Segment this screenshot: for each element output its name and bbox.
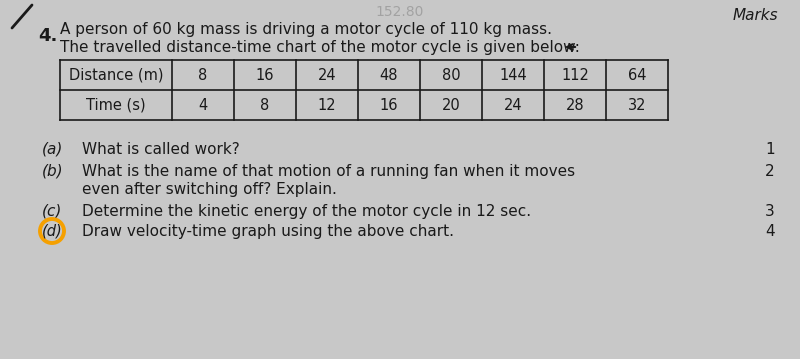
Text: 8: 8: [260, 98, 270, 112]
Text: (a): (a): [42, 142, 63, 157]
Text: 80: 80: [442, 67, 460, 83]
Text: 28: 28: [566, 98, 584, 112]
Text: 8: 8: [198, 67, 208, 83]
Text: 4: 4: [198, 98, 208, 112]
Text: 64: 64: [628, 67, 646, 83]
Text: 1: 1: [766, 142, 775, 157]
Text: (b): (b): [42, 164, 64, 179]
Text: (d): (d): [42, 224, 62, 238]
Text: Draw velocity-time graph using the above chart.: Draw velocity-time graph using the above…: [82, 224, 454, 239]
Text: 24: 24: [504, 98, 522, 112]
Text: 48: 48: [380, 67, 398, 83]
Text: Distance (m): Distance (m): [69, 67, 163, 83]
Text: The travelled distance-time chart of the motor cycle is given below:: The travelled distance-time chart of the…: [60, 40, 580, 55]
Text: 12: 12: [318, 98, 336, 112]
Text: A person of 60 kg mass is driving a motor cycle of 110 kg mass.: A person of 60 kg mass is driving a moto…: [60, 22, 552, 37]
Text: Marks: Marks: [732, 8, 778, 23]
Text: Time (s): Time (s): [86, 98, 146, 112]
Text: What is called work?: What is called work?: [82, 142, 240, 157]
Text: 152.80: 152.80: [376, 5, 424, 19]
Text: Determine the kinetic energy of the motor cycle in 12 sec.: Determine the kinetic energy of the moto…: [82, 204, 531, 219]
Text: 4: 4: [766, 224, 775, 239]
Text: 4.: 4.: [38, 27, 58, 45]
Text: 112: 112: [561, 67, 589, 83]
Text: 2: 2: [766, 164, 775, 179]
Text: 20: 20: [442, 98, 460, 112]
Text: even after switching off? Explain.: even after switching off? Explain.: [82, 182, 337, 197]
Text: 16: 16: [380, 98, 398, 112]
Text: What is the name of that motion of a running fan when it moves: What is the name of that motion of a run…: [82, 164, 575, 179]
Text: 16: 16: [256, 67, 274, 83]
Text: 144: 144: [499, 67, 527, 83]
Text: (c): (c): [42, 204, 62, 219]
Text: 24: 24: [318, 67, 336, 83]
Text: 3: 3: [766, 204, 775, 219]
Text: 32: 32: [628, 98, 646, 112]
